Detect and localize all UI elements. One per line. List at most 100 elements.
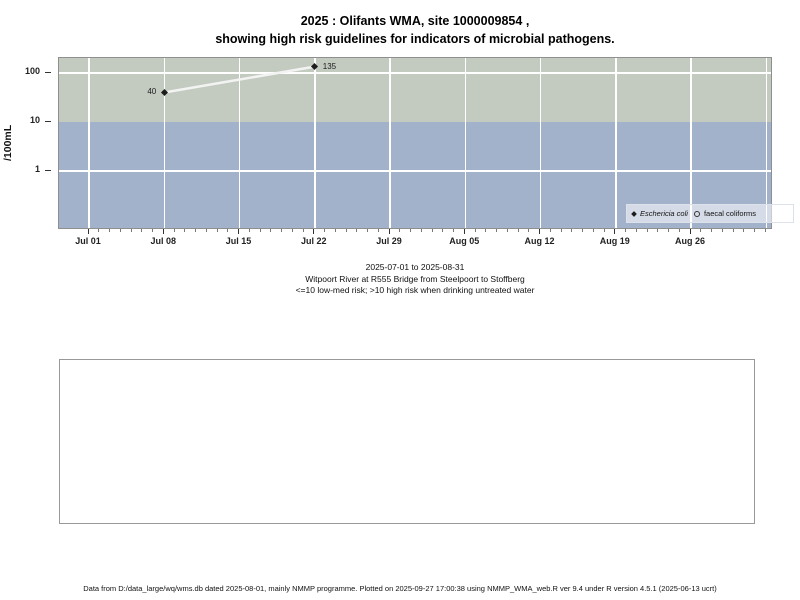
x-minor-tick-mark — [377, 229, 379, 232]
vertical-gridline — [314, 58, 316, 228]
x-tick-mark — [87, 229, 89, 234]
x-minor-tick-mark — [442, 229, 444, 232]
vertical-gridline — [765, 58, 767, 228]
x-minor-tick-mark — [248, 229, 250, 232]
footer-source-text: Data from D:/data_large/wq/wms.db dated … — [83, 584, 717, 593]
x-minor-tick-mark — [259, 229, 261, 232]
x-minor-tick-mark — [130, 229, 132, 232]
x-minor-tick-mark — [302, 229, 304, 232]
x-tick-mark — [463, 229, 465, 234]
caption-risk-note: <=10 low-med risk; >10 high risk when dr… — [295, 285, 535, 295]
x-minor-tick-mark — [711, 229, 712, 232]
x-minor-tick-mark — [485, 229, 487, 232]
x-tick-label: Jul 29 — [376, 236, 402, 246]
x-minor-tick-mark — [646, 229, 648, 232]
y-tick-label: 1 — [34, 164, 40, 174]
x-minor-tick-mark — [334, 229, 336, 232]
vertical-gridline — [615, 58, 617, 228]
x-tick-label: Jul 22 — [300, 236, 327, 246]
vertical-gridline — [464, 58, 466, 228]
x-minor-tick-mark — [754, 229, 755, 232]
x-minor-tick-mark — [216, 229, 218, 232]
x-minor-tick-mark — [453, 229, 454, 232]
chart-caption: 2025-07-01 to 2025-08-31 Witpoort River … — [58, 262, 772, 297]
legend-item-faecal-coliforms: faecal coliforms — [693, 209, 757, 218]
x-tick-label: Aug 26 — [674, 236, 705, 246]
x-minor-tick-mark — [195, 229, 196, 232]
x-minor-tick-mark — [281, 229, 282, 232]
series-line — [164, 65, 315, 94]
x-minor-tick-mark — [625, 229, 626, 232]
x-tick-label: Jul 01 — [75, 236, 101, 246]
x-minor-tick-mark — [474, 229, 476, 232]
x-tick-mark — [614, 229, 616, 234]
data-point-label: 135 — [322, 61, 337, 71]
x-tick-label: Aug 19 — [599, 236, 630, 246]
x-minor-tick-mark — [700, 229, 702, 232]
x-tick-mark — [539, 229, 540, 234]
x-minor-tick-mark — [506, 229, 508, 232]
x-minor-tick-mark — [764, 229, 766, 232]
series-line-path — [164, 65, 315, 94]
x-minor-tick-mark — [119, 229, 121, 232]
filled-diamond-icon — [631, 210, 637, 217]
x-tick-label: Jul 08 — [150, 236, 176, 246]
x-tick-label: Aug 05 — [449, 236, 480, 246]
x-minor-tick-mark — [592, 229, 594, 232]
legend: Eschericia coli faecal coliforms — [626, 204, 794, 223]
vertical-gridline — [389, 58, 391, 228]
x-minor-tick-mark — [109, 229, 110, 232]
vertical-gridline — [238, 58, 241, 228]
x-minor-tick-mark — [678, 229, 680, 232]
x-minor-tick-mark — [184, 229, 186, 232]
x-minor-tick-mark — [399, 229, 401, 232]
x-minor-tick-mark — [528, 229, 530, 232]
x-minor-tick-mark — [571, 229, 573, 232]
x-minor-tick-mark — [173, 229, 175, 232]
data-point-label: 40 — [147, 87, 157, 97]
x-minor-tick-mark — [205, 229, 207, 232]
legend-label-faecal-coliforms: faecal coliforms — [703, 209, 757, 218]
x-minor-tick-mark — [496, 229, 497, 232]
x-tick-mark — [689, 229, 691, 234]
x-minor-tick-mark — [356, 229, 358, 232]
x-tick-label: Jul 15 — [225, 236, 252, 246]
y-tick-label: 100 — [24, 66, 40, 76]
x-tick-label: Aug 12 — [524, 236, 555, 246]
y-tick-mark — [45, 71, 51, 73]
x-minor-tick-mark — [227, 229, 229, 232]
x-minor-tick-mark — [270, 229, 272, 232]
x-minor-tick-mark — [560, 229, 562, 232]
y-tick-mark — [45, 120, 51, 122]
vertical-gridline — [539, 58, 542, 228]
legend-item-ecoli: Eschericia coli — [631, 209, 688, 218]
x-minor-tick-mark — [582, 229, 583, 232]
x-minor-tick-mark — [420, 229, 422, 232]
x-tick-mark — [238, 229, 239, 234]
x-minor-tick-mark — [141, 229, 143, 232]
y-tick-mark — [45, 169, 51, 171]
x-tick-mark — [313, 229, 315, 234]
plot-area: 40 135 Eschericia coli faecal coliforms — [58, 57, 794, 229]
open-circle-icon — [693, 210, 700, 217]
chart-title-line2: showing high risk guidelines for indicat… — [215, 32, 615, 46]
x-minor-tick-mark — [549, 229, 551, 232]
y-tick-label: 10 — [29, 115, 40, 125]
chart-title-line1: 2025 : Olifants WMA, site 1000009854 , — [300, 14, 530, 28]
vertical-gridline — [88, 58, 90, 228]
x-tick-mark — [162, 229, 164, 234]
x-minor-tick-mark — [291, 229, 293, 232]
horizontal-gridline — [59, 72, 771, 74]
x-minor-tick-mark — [324, 229, 325, 232]
x-minor-tick-mark — [635, 229, 637, 232]
x-minor-tick-mark — [98, 229, 100, 232]
chart-title: 2025 : Olifants WMA, site 1000009854 , s… — [58, 12, 772, 48]
x-minor-tick-mark — [603, 229, 605, 232]
y-axis-label: /100mL — [2, 124, 14, 162]
caption-site-description: Witpoort River at R555 Bridge from Steel… — [305, 273, 525, 284]
x-minor-tick-mark — [410, 229, 411, 232]
caption-date-range: 2025-07-01 to 2025-08-31 — [365, 262, 465, 272]
x-minor-tick-mark — [517, 229, 519, 232]
x-minor-tick-mark — [367, 229, 368, 232]
